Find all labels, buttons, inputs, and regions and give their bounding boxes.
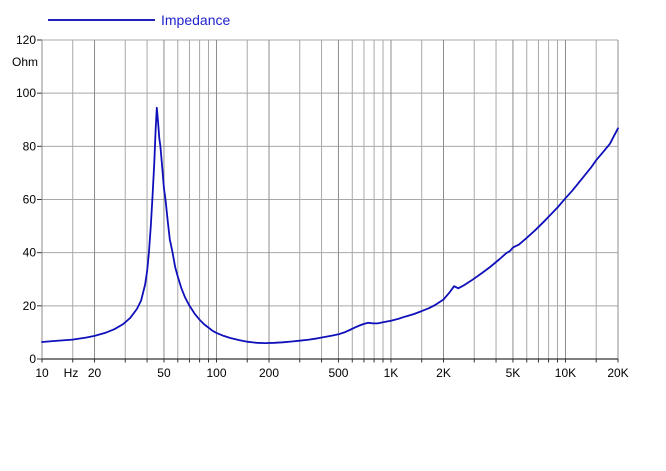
y-tick-label: 40	[23, 246, 37, 260]
x-axis-unit-label: Hz	[64, 366, 79, 380]
y-axis-unit-label: Ohm	[12, 55, 38, 69]
y-tick-label: 0	[29, 352, 36, 366]
impedance-curve	[41, 106, 619, 345]
x-tick-label: 10K	[555, 366, 576, 380]
x-tick-label: 2K	[436, 366, 451, 380]
y-tick-label: 20	[23, 299, 37, 313]
x-tick-label: 500	[328, 366, 348, 380]
y-tick-label: 120	[16, 33, 36, 47]
y-tick-label: 80	[23, 139, 37, 153]
x-tick-label: 20K	[607, 366, 628, 380]
x-tick-label: 10	[35, 366, 49, 380]
x-tick-label: 1K	[384, 366, 399, 380]
x-tick-label: 20	[88, 366, 102, 380]
y-tick-label: 60	[23, 193, 37, 207]
legend-label: Impedance	[161, 12, 230, 28]
y-tick-label: 100	[16, 86, 36, 100]
x-tick-label: 100	[206, 366, 226, 380]
x-tick-label: 50	[157, 366, 171, 380]
x-tick-label: 5K	[506, 366, 521, 380]
x-tick-label: 200	[259, 366, 279, 380]
